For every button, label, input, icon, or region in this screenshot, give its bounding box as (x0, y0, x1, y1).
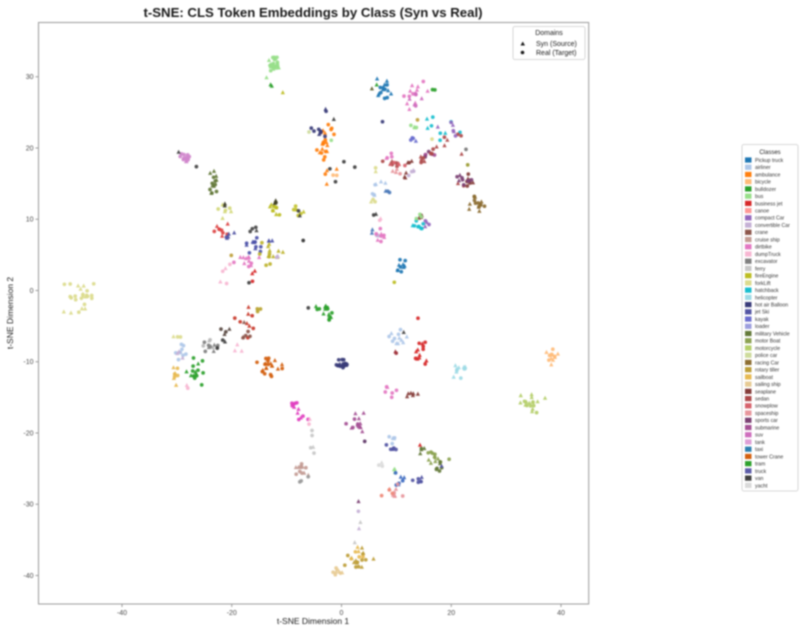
svg-text:-10: -10 (23, 359, 33, 366)
svg-text:Syn (Source): Syn (Source) (536, 41, 577, 48)
svg-text:forkLift: forkLift (755, 281, 771, 287)
svg-text:sailing ship: sailing ship (755, 382, 781, 388)
svg-text:Domains: Domains (535, 30, 563, 37)
svg-text:ambulance: ambulance (755, 172, 780, 178)
svg-text:t-SNE Dimension 1: t-SNE Dimension 1 (277, 616, 350, 626)
svg-text:Pickup truck: Pickup truck (755, 158, 784, 164)
svg-text:kayak: kayak (755, 317, 769, 323)
svg-text:Classes: Classes (759, 150, 780, 156)
svg-text:fireEngine: fireEngine (755, 274, 778, 280)
svg-text:compact Car: compact Car (755, 216, 785, 222)
svg-text:t-SNE: CLS Token Embeddings by: t-SNE: CLS Token Embeddings by Class (Sy… (143, 5, 482, 20)
svg-text:military Vehicle: military Vehicle (755, 331, 790, 337)
svg-text:dumpTruck: dumpTruck (755, 252, 781, 258)
svg-text:ferry: ferry (755, 266, 766, 272)
svg-text:police car: police car (755, 353, 777, 359)
svg-text:-20: -20 (23, 430, 33, 437)
svg-text:helicopter: helicopter (755, 295, 778, 301)
svg-text:van: van (755, 476, 763, 482)
svg-text:yacht: yacht (755, 483, 768, 489)
svg-text:20: 20 (26, 145, 34, 152)
svg-text:sports car: sports car (755, 418, 778, 424)
svg-text:Real (Target): Real (Target) (536, 50, 576, 57)
svg-text:tram: tram (755, 462, 765, 468)
svg-text:30: 30 (26, 74, 34, 81)
svg-text:40: 40 (557, 610, 565, 617)
svg-text:truck: truck (755, 469, 767, 475)
svg-text:tank: tank (755, 440, 765, 446)
svg-text:motorcycle: motorcycle (755, 346, 780, 352)
svg-text:hot air Balloon: hot air Balloon (755, 303, 788, 309)
svg-text:excavator: excavator (755, 259, 778, 265)
svg-text:airliner: airliner (755, 165, 771, 171)
svg-text:-20: -20 (227, 610, 237, 617)
svg-text:20: 20 (447, 610, 455, 617)
svg-text:business jet: business jet (755, 201, 783, 207)
svg-text:submarine: submarine (755, 425, 779, 431)
svg-text:snowplow: snowplow (755, 404, 778, 410)
svg-text:bulldozer: bulldozer (755, 187, 776, 193)
svg-text:tower Crane: tower Crane (755, 454, 783, 460)
svg-text:sailboat: sailboat (755, 375, 773, 381)
svg-text:taxi: taxi (755, 447, 763, 453)
svg-text:motor Boat: motor Boat (755, 339, 781, 345)
svg-text:rotary tiller: rotary tiller (755, 368, 779, 374)
svg-text:crane: crane (755, 230, 768, 236)
svg-text:racing Car: racing Car (755, 360, 779, 366)
svg-text:10: 10 (26, 217, 34, 224)
svg-text:bus: bus (755, 194, 764, 200)
svg-text:sedan: sedan (755, 396, 769, 402)
svg-text:-40: -40 (23, 573, 33, 580)
svg-text:dirtbike: dirtbike (755, 245, 772, 251)
svg-text:jet Ski: jet Ski (754, 310, 769, 316)
svg-text:-30: -30 (23, 502, 33, 509)
svg-text:-40: -40 (117, 610, 127, 617)
svg-text:t-SNE Dimension 2: t-SNE Dimension 2 (5, 277, 15, 350)
svg-text:0: 0 (340, 610, 344, 617)
svg-text:canoe: canoe (755, 209, 769, 215)
svg-text:hatchback: hatchback (755, 288, 779, 294)
svg-text:spaceship: spaceship (755, 411, 778, 417)
svg-text:loader: loader (755, 324, 770, 330)
svg-text:seaplane: seaplane (755, 389, 776, 395)
svg-text:convertible Car: convertible Car (755, 223, 790, 229)
svg-text:suv: suv (755, 433, 763, 439)
svg-text:cruise ship: cruise ship (755, 237, 780, 243)
svg-text:0: 0 (30, 288, 34, 295)
svg-text:bicycle: bicycle (755, 180, 771, 186)
